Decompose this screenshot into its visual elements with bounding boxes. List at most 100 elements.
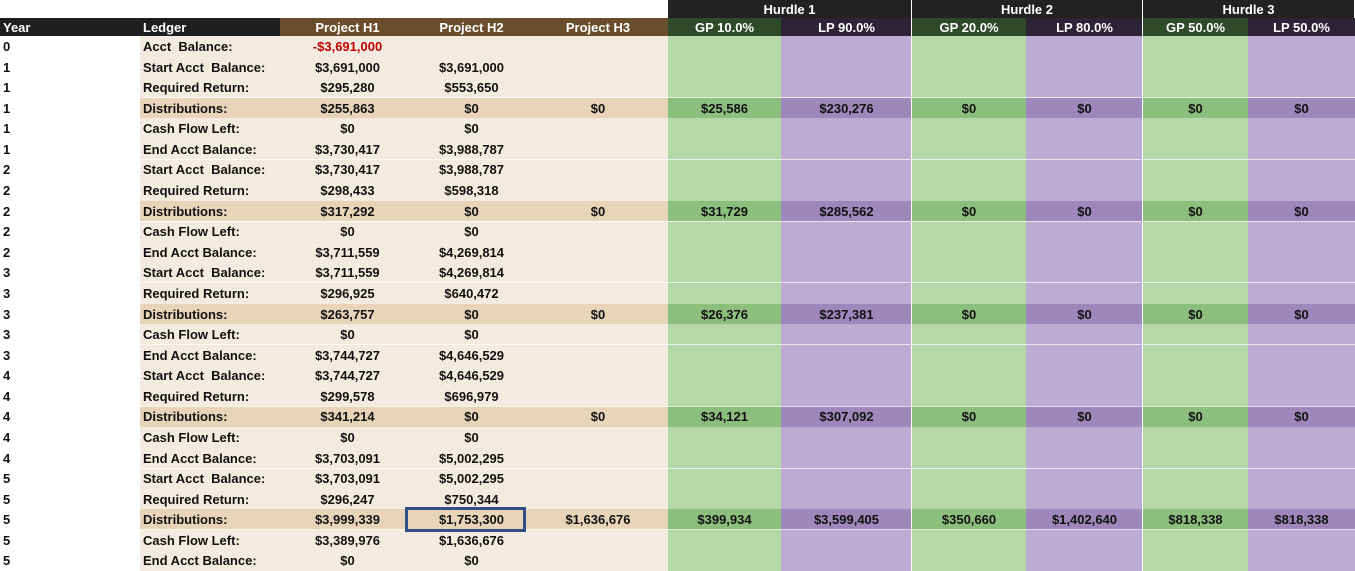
cell <box>781 365 912 387</box>
row-divider <box>140 282 1355 284</box>
gp-header: GP 20.0% <box>912 18 1026 36</box>
cell <box>1248 138 1355 160</box>
cell: $299,578 <box>280 385 415 407</box>
cell: $0 <box>280 426 415 449</box>
cell <box>781 138 912 160</box>
cell <box>1143 262 1248 284</box>
cell <box>528 324 668 346</box>
cell <box>528 447 668 469</box>
cell: $818,338 <box>1143 509 1248 531</box>
cell <box>1143 529 1248 551</box>
cell: Cash Flow Left: <box>140 324 280 346</box>
row-divider <box>140 158 1355 160</box>
cell <box>1248 385 1355 407</box>
cell <box>1026 282 1143 304</box>
cell <box>1248 159 1355 181</box>
cell <box>668 241 781 263</box>
cell: 5 <box>0 509 140 531</box>
selected-cell[interactable] <box>405 507 526 532</box>
cell: $307,092 <box>781 406 912 428</box>
cell <box>781 447 912 469</box>
cell: Required Return: <box>140 77 280 99</box>
cell: $0 <box>1026 303 1143 325</box>
cell: $34,121 <box>668 406 781 428</box>
row-divider <box>140 405 1355 407</box>
cell: $25,586 <box>668 97 781 119</box>
cell: 4 <box>0 447 140 469</box>
cell: End Acct Balance: <box>140 241 280 263</box>
cell <box>668 488 781 510</box>
cell: Start Acct Balance: <box>140 262 280 284</box>
cell <box>668 426 781 449</box>
cell: $1,636,676 <box>415 529 528 551</box>
cell: $0 <box>528 97 668 119</box>
cell: $5,002,295 <box>415 468 528 490</box>
cell <box>668 159 781 181</box>
cell <box>912 344 1026 366</box>
cell: $0 <box>1143 200 1248 222</box>
cell: $1,636,676 <box>528 509 668 531</box>
cell: $4,269,814 <box>415 262 528 284</box>
cell <box>1248 77 1355 99</box>
cell <box>781 159 912 181</box>
cell <box>1248 241 1355 263</box>
cell <box>1143 118 1248 140</box>
cell: 5 <box>0 468 140 490</box>
cell: 1 <box>0 56 140 78</box>
cell <box>1248 344 1355 366</box>
cell <box>1143 447 1248 469</box>
cell: Start Acct Balance: <box>140 468 280 490</box>
cell: 4 <box>0 426 140 449</box>
cell <box>528 36 668 58</box>
cell <box>668 180 781 202</box>
cell <box>1248 262 1355 284</box>
cell <box>1143 468 1248 490</box>
cell <box>1248 529 1355 551</box>
cell <box>781 241 912 263</box>
cell: 3 <box>0 303 140 325</box>
cell <box>781 180 912 202</box>
cell <box>781 344 912 366</box>
cell <box>528 344 668 366</box>
cell: $341,214 <box>280 406 415 428</box>
cell: $0 <box>912 303 1026 325</box>
cell <box>781 529 912 551</box>
cell <box>1026 159 1143 181</box>
cell <box>1143 36 1248 58</box>
cell <box>528 77 668 99</box>
cell <box>668 118 781 140</box>
column-header: Ledger <box>140 18 280 36</box>
cell: $0 <box>280 550 415 571</box>
cell <box>668 138 781 160</box>
cell <box>781 324 912 346</box>
cell <box>1026 365 1143 387</box>
cell: 0 <box>0 36 140 58</box>
cell <box>912 282 1026 304</box>
cell <box>1026 241 1143 263</box>
cell: $3,703,091 <box>280 447 415 469</box>
cell <box>781 77 912 99</box>
cell <box>1143 488 1248 510</box>
cell <box>528 385 668 407</box>
cell <box>912 426 1026 449</box>
cell <box>668 385 781 407</box>
cell: $399,934 <box>668 509 781 531</box>
cell: $263,757 <box>280 303 415 325</box>
cell <box>1026 550 1143 571</box>
cell: $4,646,529 <box>415 344 528 366</box>
cell <box>1248 447 1355 469</box>
cell: $3,703,091 <box>280 468 415 490</box>
cell <box>1026 324 1143 346</box>
lp-header: LP 90.0% <box>781 18 912 36</box>
cell <box>668 344 781 366</box>
cell <box>528 180 668 202</box>
row-divider <box>140 467 1355 469</box>
cell <box>1248 221 1355 243</box>
cell: $0 <box>1026 200 1143 222</box>
cell: Distributions: <box>140 303 280 325</box>
cell <box>528 138 668 160</box>
cell: Required Return: <box>140 385 280 407</box>
cell: $3,988,787 <box>415 138 528 160</box>
cell <box>668 221 781 243</box>
cell: Required Return: <box>140 180 280 202</box>
